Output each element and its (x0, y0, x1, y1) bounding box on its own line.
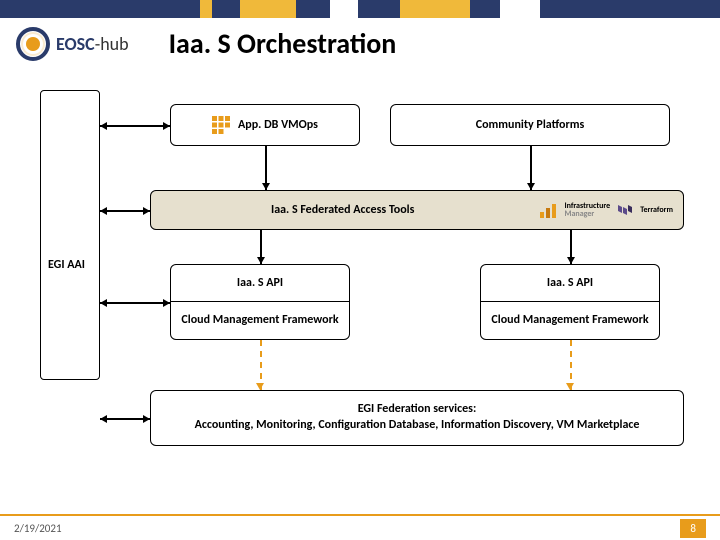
diagram-canvas: EGI AAI App. DB VMOps Community Platform… (40, 90, 690, 470)
egi-aai-label: EGI AAI (48, 258, 85, 272)
arrowhead (100, 299, 107, 307)
logo-brand: EOSC (56, 33, 95, 55)
im-label-wrap: Infrastructure Manager (564, 202, 610, 218)
arrowhead (100, 415, 107, 423)
top-accent-bar (0, 0, 720, 18)
footer: 2/19/2021 8 (0, 516, 720, 540)
arrowhead (567, 257, 575, 264)
header: EOSC-hub Iaa. S Orchestration (0, 18, 720, 65)
arrowhead (143, 207, 150, 215)
terraform-label: Terraform (640, 205, 673, 215)
logo-text: EOSC-hub (56, 33, 129, 55)
bar-seg (500, 0, 540, 18)
box-appdb-vmops: App. DB VMOps (170, 104, 360, 146)
fed-tools-label: Iaa. S Federated Access Tools (271, 203, 414, 217)
box-egi-aai (40, 90, 100, 380)
arrow (100, 302, 170, 304)
logo: EOSC-hub (16, 27, 129, 61)
arrowhead (100, 122, 107, 130)
box-stack-left: Iaa. S API Cloud Management Framework (170, 264, 350, 340)
arrowhead (163, 299, 170, 307)
im-label-sub: Manager (564, 210, 610, 218)
grid-icon (212, 116, 230, 134)
bar-seg (400, 0, 470, 18)
arrowhead (100, 207, 107, 215)
fed-services-label: EGI Federation services: Accounting, Mon… (195, 402, 640, 433)
terraform-icon (618, 203, 632, 217)
im-icon (540, 202, 556, 218)
arrowhead (257, 257, 265, 264)
iaas-api-left: Iaa. S API (171, 265, 349, 302)
arrowhead-orange (256, 383, 264, 390)
box-fed-services: EGI Federation services: Accounting, Mon… (150, 390, 684, 446)
cmf-right: Cloud Management Framework (481, 302, 659, 339)
page-title: Iaa. S Orchestration (169, 26, 397, 61)
arrow (100, 125, 170, 127)
box-community-platforms: Community Platforms (390, 104, 670, 146)
arrowhead (163, 122, 170, 130)
iaas-api-right: Iaa. S API (481, 265, 659, 302)
cmf-left: Cloud Management Framework (171, 302, 349, 339)
community-label: Community Platforms (476, 118, 585, 132)
box-fed-tools: Iaa. S Federated Access Tools Infrastruc… (150, 190, 684, 230)
arrowhead (527, 183, 535, 190)
logo-circle-icon (16, 27, 50, 61)
arrowhead (262, 183, 270, 190)
arrowhead (143, 415, 150, 423)
bar-seg (240, 0, 296, 18)
page-number: 8 (680, 519, 706, 538)
arrowhead-orange (566, 383, 574, 390)
spacer (70, 380, 72, 430)
appdb-label: App. DB VMOps (238, 118, 318, 132)
logo-suffix: -hub (95, 33, 129, 55)
footer-date: 2/19/2021 (14, 522, 62, 535)
box-stack-right: Iaa. S API Cloud Management Framework (480, 264, 660, 340)
bar-seg (200, 0, 212, 18)
bar-seg (330, 0, 358, 18)
fed-tools-icons: Infrastructure Manager Terraform (540, 202, 673, 218)
